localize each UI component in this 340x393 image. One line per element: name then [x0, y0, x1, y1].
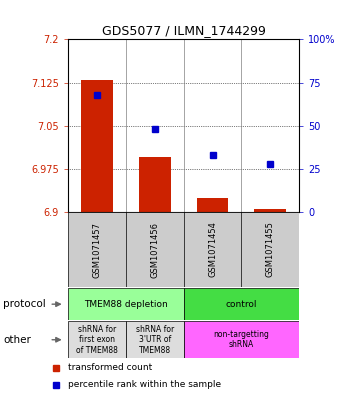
Bar	[197, 198, 228, 212]
Bar	[254, 209, 286, 212]
Text: TMEM88 depletion: TMEM88 depletion	[84, 300, 168, 309]
Bar	[126, 321, 184, 358]
Text: shRNA for
first exon
of TMEM88: shRNA for first exon of TMEM88	[76, 325, 118, 354]
Text: transformed count: transformed count	[68, 364, 153, 373]
Bar	[68, 321, 126, 358]
Bar	[184, 288, 299, 320]
Text: percentile rank within the sample: percentile rank within the sample	[68, 380, 221, 389]
Text: non-targetting
shRNA: non-targetting shRNA	[214, 330, 269, 349]
Text: protocol: protocol	[3, 299, 46, 309]
Text: shRNA for
3'UTR of
TMEM88: shRNA for 3'UTR of TMEM88	[136, 325, 174, 354]
Text: GSM1071455: GSM1071455	[266, 222, 275, 277]
Bar	[139, 158, 171, 212]
Text: GSM1071456: GSM1071456	[150, 222, 159, 277]
Bar	[68, 288, 184, 320]
Bar	[184, 321, 299, 358]
Bar	[81, 80, 113, 212]
Text: GSM1071457: GSM1071457	[92, 222, 101, 277]
Title: GDS5077 / ILMN_1744299: GDS5077 / ILMN_1744299	[102, 24, 266, 37]
Text: GSM1071454: GSM1071454	[208, 222, 217, 277]
Text: other: other	[3, 335, 31, 345]
Text: control: control	[226, 300, 257, 309]
